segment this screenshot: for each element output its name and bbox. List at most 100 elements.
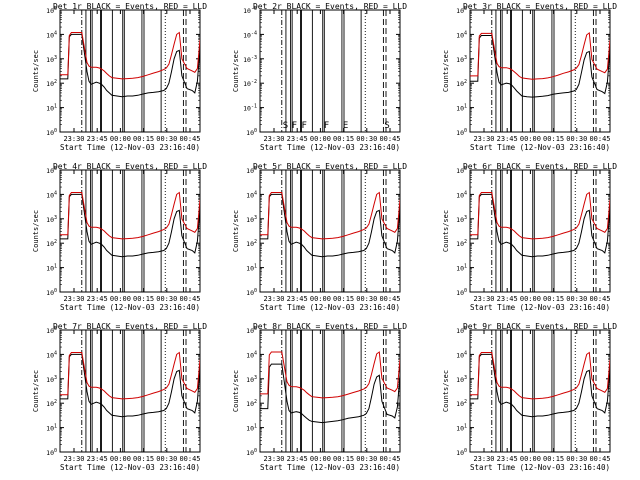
x-tick-label: 00:45 (179, 455, 200, 463)
y-tick-label: 102 (456, 399, 467, 408)
x-tick-label: 00:30 (156, 295, 177, 303)
plot-frame (259, 9, 401, 133)
chart-panel-3: Det 3r BLACK = Events, RED = LLD Start Ti… (442, 2, 617, 152)
marker-letter: F (324, 121, 329, 131)
x-tick-label: 00:30 (356, 455, 377, 463)
series-line-lld (470, 191, 610, 240)
y-tick-label: 103 (46, 215, 57, 224)
chart-title: Det 6r BLACK = Events, RED = LLD (463, 162, 617, 171)
y-axis-label: Counts/sec (442, 210, 450, 252)
y-axis-label: Counts/sec (442, 50, 450, 92)
x-tick-label: 00:00 (310, 455, 331, 463)
x-axis-label: Start Time (12-Nov-03 23:16:40) (260, 463, 400, 472)
series-line-events (60, 193, 200, 258)
y-tick-label: 100 (246, 128, 257, 137)
y-tick-label: 103 (456, 215, 467, 224)
y-tick-label: 105 (456, 166, 467, 175)
y-tick-label: 104 (46, 190, 57, 199)
series-line-events (470, 353, 610, 418)
y-tick-label: 105 (46, 166, 57, 175)
x-tick-label: 23:30 (473, 295, 494, 303)
y-tick-label: 101 (246, 424, 257, 433)
y-tick-label: 100 (246, 448, 257, 457)
x-tick-label: 00:45 (589, 455, 610, 463)
y-tick-label: 104 (46, 350, 57, 359)
y-tick-label: 100 (456, 448, 467, 457)
x-tick-label: 00:30 (566, 295, 587, 303)
series-line-events (470, 193, 610, 258)
x-tick-label: 00:45 (589, 295, 610, 303)
x-tick-label: 23:45 (287, 455, 308, 463)
y-tick-label: 101 (46, 264, 57, 273)
y-tick-label: 103 (246, 375, 257, 384)
x-tick-label: 23:45 (87, 135, 108, 143)
y-tick-label: 102 (46, 239, 57, 248)
x-tick-label: 23:30 (263, 135, 284, 143)
plot-frame (59, 169, 201, 293)
plot-frame (259, 169, 401, 293)
x-tick-label: 00:15 (543, 135, 564, 143)
plot-frame (469, 329, 611, 453)
y-axis-label: Counts/sec (32, 210, 40, 252)
y-axis-label: Counts/sec (32, 370, 40, 412)
series-line-lld (260, 191, 400, 240)
series-line-lld (470, 351, 610, 400)
y-tick-label: 105 (46, 326, 57, 335)
y-tick-label: 104 (246, 350, 257, 359)
y-tick-label: 101 (46, 424, 57, 433)
x-tick-label: 00:00 (520, 295, 541, 303)
series-line-events (60, 33, 200, 98)
x-tick-label: 00:45 (179, 135, 200, 143)
y-tick-label: 100 (456, 288, 467, 297)
y-tick-label: 10-4 (243, 30, 257, 39)
y-tick-label: 10-3 (243, 55, 257, 64)
chart-panel-4: Det 4r BLACK = Events, RED = LLD Start Ti… (32, 162, 207, 312)
x-tick-label: 23:45 (87, 295, 108, 303)
x-tick-label: 00:15 (543, 295, 564, 303)
x-tick-label: 00:45 (379, 455, 400, 463)
x-tick-label: 23:45 (497, 295, 518, 303)
series-line-lld (260, 351, 400, 399)
x-axis-label: Start Time (12-Nov-03 23:16:40) (470, 143, 610, 152)
y-tick-label: 105 (456, 326, 467, 335)
y-tick-label: 102 (46, 79, 57, 88)
x-tick-label: 23:45 (287, 295, 308, 303)
x-tick-label: 23:30 (63, 135, 84, 143)
chart-title: Det 2r BLACK = Events, RED = LLD (253, 2, 407, 11)
x-tick-label: 00:30 (566, 455, 587, 463)
chart-title: Det 5r BLACK = Events, RED = LLD (253, 162, 407, 171)
series-line-events (60, 353, 200, 418)
series-line-events (260, 193, 400, 258)
y-tick-label: 103 (46, 55, 57, 64)
chart-panel-5: Det 5r BLACK = Events, RED = LLD Start Ti… (232, 162, 407, 312)
x-tick-label: 23:30 (473, 455, 494, 463)
plot-frame (59, 9, 201, 133)
x-tick-label: 00:00 (110, 135, 131, 143)
y-tick-label: 101 (246, 264, 257, 273)
y-axis-label: Counts/sec (32, 50, 40, 92)
x-axis-label: Start Time (12-Nov-03 23:16:40) (470, 463, 610, 472)
x-tick-label: 00:30 (156, 455, 177, 463)
y-tick-label: 104 (456, 30, 467, 39)
x-tick-label: 00:30 (156, 135, 177, 143)
plot-frame (469, 9, 611, 133)
chart-title: Det 9r BLACK = Events, RED = LLD (463, 322, 617, 331)
y-tick-label: 104 (456, 350, 467, 359)
chart-panel-6: Det 6r BLACK = Events, RED = LLD Start Ti… (442, 162, 617, 312)
y-tick-label: 105 (46, 6, 57, 15)
y-tick-label: 102 (246, 399, 257, 408)
x-tick-label: 23:45 (87, 455, 108, 463)
x-tick-label: 23:45 (287, 135, 308, 143)
y-axis-label: Counts/sec (232, 50, 240, 92)
y-tick-label: 100 (46, 448, 57, 457)
x-axis-label: Start Time (12-Nov-03 23:16:40) (60, 463, 200, 472)
x-tick-label: 00:00 (110, 295, 131, 303)
series-line-lld (60, 31, 200, 80)
x-axis-label: Start Time (12-Nov-03 23:16:40) (260, 303, 400, 312)
y-tick-label: 102 (46, 399, 57, 408)
y-tick-label: 102 (456, 239, 467, 248)
y-tick-label: 10-5 (243, 6, 257, 15)
x-tick-label: 00:15 (333, 135, 354, 143)
chart-title: Det 1r BLACK = Events, RED = LLD (53, 2, 207, 11)
chart-title: Det 4r BLACK = Events, RED = LLD (53, 162, 207, 171)
